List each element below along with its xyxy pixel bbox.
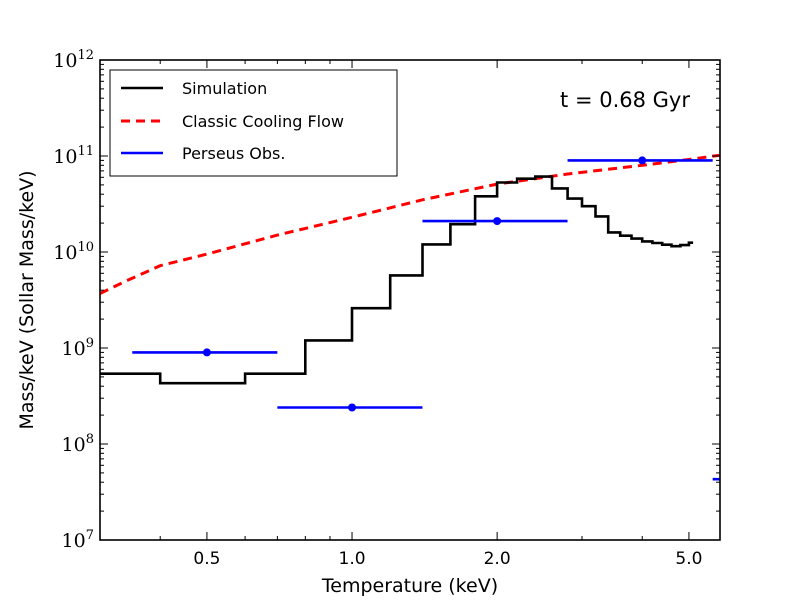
legend: Simulation Classic Cooling Flow Perseus … (109, 69, 398, 177)
plot-frame (99, 59, 721, 541)
series-perseus-obs (132, 156, 791, 483)
obs-point-3 (493, 217, 502, 226)
y-tick-label: 108 (62, 432, 94, 456)
legend-label-cooling-flow: Classic Cooling Flow (182, 112, 344, 131)
obs-point-4 (638, 156, 647, 165)
x-axis-label: Temperature (keV) (321, 575, 498, 597)
time-annotation: t = 0.68 Gyr (560, 88, 690, 112)
y-tick-label: 107 (62, 528, 94, 552)
x-tick-label: 5.0 (675, 549, 702, 569)
x-axis-ticks: 0.5 1.0 2.0 5.0 (99, 60, 702, 569)
y-axis-label: Mass/keV (Sollar Mass/keV) (16, 170, 38, 429)
legend-label-perseus-obs: Perseus Obs. (182, 144, 285, 163)
y-tick-label: 1010 (53, 240, 94, 264)
y-tick-label: 1011 (53, 144, 94, 168)
obs-point-2 (348, 403, 357, 412)
x-tick-label: 1.0 (339, 549, 366, 569)
obs-point-5 (783, 475, 791, 483)
series-line-cooling-flow (100, 153, 720, 295)
legend-label-simulation: Simulation (182, 79, 267, 98)
plot-data (100, 153, 791, 483)
y-tick-label: 109 (62, 336, 94, 360)
y-tick-label: 1012 (53, 48, 94, 72)
x-tick-label: 2.0 (484, 549, 511, 569)
series-line-simulation (100, 175, 694, 385)
obs-point-1 (202, 348, 211, 357)
y-axis-ticks: 107 108 109 1010 1011 1012 (53, 48, 720, 552)
x-tick-label: 0.5 (193, 549, 220, 569)
